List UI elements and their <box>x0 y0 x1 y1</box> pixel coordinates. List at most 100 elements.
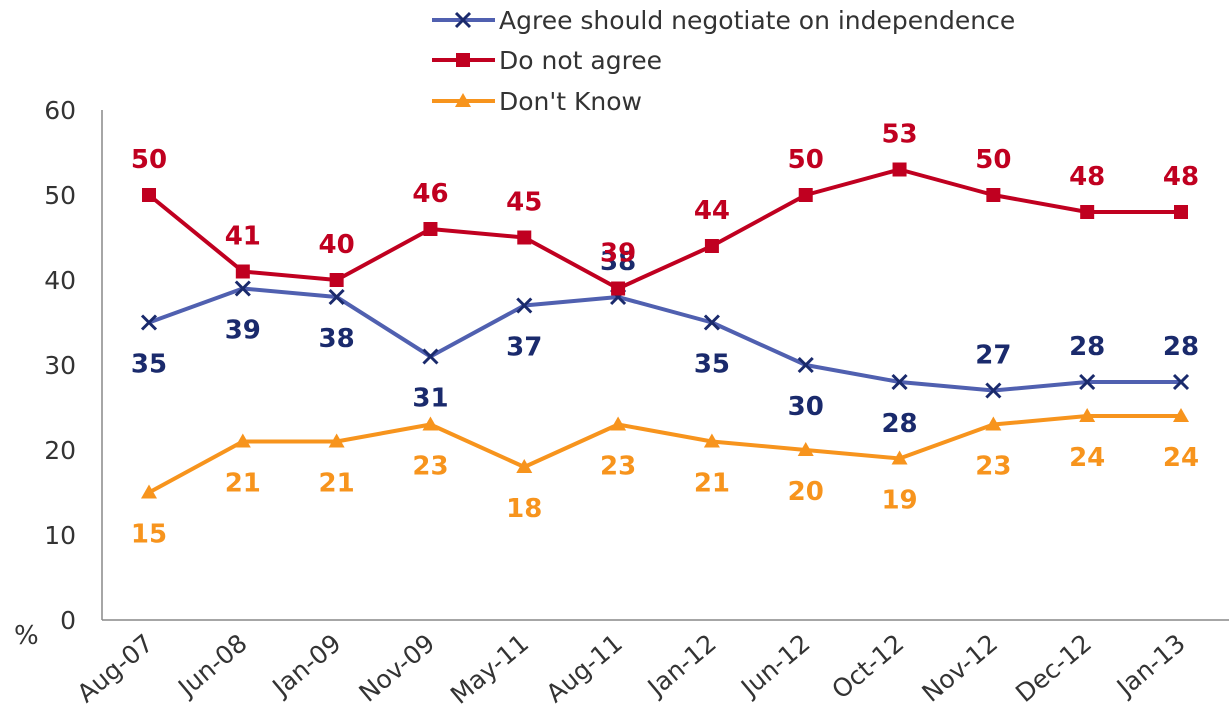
y-tick-label: 60 <box>44 96 76 125</box>
series-2-data-label: 53 <box>881 120 917 150</box>
series-2-data-label: 41 <box>225 222 261 252</box>
legend-entry-2: Do not agree <box>432 46 662 75</box>
series-1-point <box>797 356 814 374</box>
series-2-data-label: 45 <box>506 188 542 218</box>
series-2-point <box>1174 205 1188 219</box>
y-tick-label: 0 <box>60 606 76 635</box>
x-tick-label: Jan-12 <box>641 628 722 703</box>
legend-label: Don't Know <box>499 87 642 116</box>
legend-label: Do not agree <box>499 46 662 75</box>
series-3-data-label: 18 <box>506 494 542 524</box>
x-tick-label: Jan-09 <box>266 628 347 703</box>
series-2-point <box>892 162 907 177</box>
axes: 0 10 20 30 40 50 60% Aug-07 Jun-08 Jan-09 Nov-09 Ma… <box>14 96 1229 710</box>
legend-marker <box>454 11 472 29</box>
series-3-data-label: 21 <box>319 469 355 499</box>
series-2-data-label: 48 <box>1069 162 1105 192</box>
series-3-point <box>797 442 814 456</box>
series-2-point <box>798 188 813 202</box>
series-2-point <box>517 230 532 245</box>
x-tick-label: Aug-07 <box>72 628 159 708</box>
y-tick-label: 50 <box>44 181 76 210</box>
series-1-point <box>1079 373 1096 391</box>
x-tick-label: Dec-12 <box>1010 628 1097 708</box>
series-3-point <box>891 450 908 465</box>
legend-entry-3: Don't Know <box>432 87 642 116</box>
x-tick-label: Jun-12 <box>734 628 815 703</box>
series-1-data-label: 28 <box>1069 332 1105 362</box>
x-tick-label: Jan-13 <box>1110 628 1191 703</box>
y-tick-label: 20 <box>44 436 76 465</box>
series-3-line <box>148 414 1181 495</box>
series-1-point <box>328 288 345 306</box>
series-2-data-label: 44 <box>694 196 730 226</box>
series-3-data-label: 21 <box>225 469 261 499</box>
x-tick-label: Nov-12 <box>916 628 1003 707</box>
legend-label: Agree should negotiate on independence <box>499 6 1015 35</box>
series-2-data-label: 46 <box>412 179 448 209</box>
series-1-point <box>891 373 908 391</box>
series-2-point <box>704 239 719 253</box>
series-3-point <box>422 416 439 431</box>
legend-entry-1: Agree should negotiate on independence <box>432 6 1015 35</box>
y-tick-label: 30 <box>44 351 76 380</box>
series-2-point <box>329 273 344 287</box>
y-tick-label: 40 <box>44 266 76 295</box>
y-tick-label: 10 <box>44 521 76 550</box>
series-2-point <box>1080 205 1095 219</box>
y-axis-unit: % <box>14 621 39 651</box>
series-3-point <box>610 416 627 431</box>
series-3-point <box>328 433 345 448</box>
series-3-point <box>985 416 1002 431</box>
series-3-point <box>1173 408 1189 422</box>
series-1-data-label: 35 <box>131 350 167 380</box>
series-1-data-label: 37 <box>506 333 542 363</box>
series-2-point <box>423 222 438 236</box>
series-3-point <box>234 433 251 448</box>
series-2-point <box>986 188 1001 202</box>
series-2 <box>142 162 1188 296</box>
series-3-data-label: 23 <box>600 452 636 482</box>
series-1-point <box>516 297 533 314</box>
series-3-data-label: 15 <box>131 520 167 550</box>
series-1-data-label: 30 <box>788 392 824 422</box>
series-2-data-label: 40 <box>319 230 355 260</box>
series-1-data-label: 28 <box>881 409 917 439</box>
series-3-data-label: 23 <box>975 452 1011 482</box>
series-1-line <box>148 286 1181 393</box>
series-3-point <box>516 459 533 473</box>
series-3 <box>141 408 1189 499</box>
series-3-data-label: 24 <box>1163 443 1199 473</box>
legend: Agree should negotiate on independence Do… <box>432 6 1015 116</box>
series-group <box>140 162 1190 499</box>
series-1-data-label: 27 <box>975 341 1011 371</box>
series-2-data-label: 48 <box>1163 162 1199 192</box>
series-1-point <box>703 314 720 331</box>
series-2-data-label: 39 <box>600 239 636 269</box>
series-1-point <box>234 280 251 297</box>
series-1-data-label: 38 <box>319 324 355 354</box>
x-tick-label: May-11 <box>445 628 534 709</box>
series-3-point <box>1079 408 1096 422</box>
legend-marker <box>456 53 470 67</box>
series-2-point <box>611 281 626 296</box>
x-tick-label: Nov-09 <box>354 628 441 707</box>
series-1 <box>140 280 1190 399</box>
x-tick-label: Oct-12 <box>826 628 909 704</box>
series-1-point <box>140 314 158 331</box>
series-3-data-label: 24 <box>1069 443 1105 473</box>
series-1-point <box>422 348 439 365</box>
x-tick-label: Aug-11 <box>541 628 628 708</box>
series-1-data-label: 38 <box>600 247 636 277</box>
series-3-data-label: 20 <box>788 477 824 507</box>
series-2-data-label: 50 <box>131 145 167 175</box>
series-2-point <box>142 188 156 202</box>
x-tick-label: Jun-08 <box>171 628 252 703</box>
series-3-data-label: 19 <box>881 486 917 516</box>
series-2-line <box>147 167 1181 291</box>
legend-marker <box>455 93 471 107</box>
series-3-data-label: 21 <box>694 469 730 499</box>
series-2-data-label: 50 <box>975 145 1011 175</box>
